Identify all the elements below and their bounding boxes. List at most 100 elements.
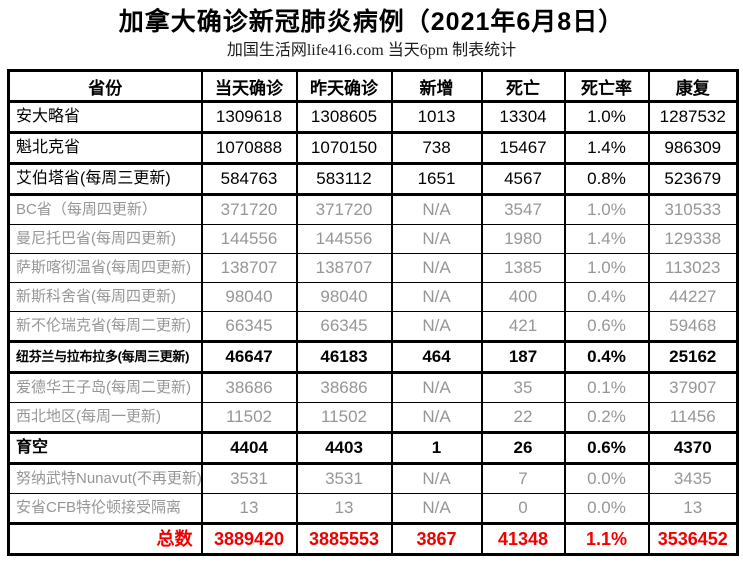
recovered-cell: 4370 (647, 432, 739, 465)
province-cell: 西北地区(每周一更新) (7, 402, 203, 434)
table-header-row: 省份 当天确诊 昨天确诊 新增 死亡 死亡率 康复 (7, 70, 739, 103)
yesterday-cell: 46183 (295, 341, 393, 374)
deaths-cell: 26 (480, 432, 566, 465)
total-recovered-cell: 3536452 (647, 523, 739, 555)
province-cell: 纽芬兰与拉布拉多(每周三更新) (7, 341, 203, 374)
recovered-cell: 113023 (647, 253, 739, 283)
table-row: 安省CFB特伦顿接受隔离 13 13 N/A 0 0.0% 13 (7, 493, 739, 525)
yesterday-cell: 371720 (295, 194, 393, 225)
today-cell: 98040 (200, 282, 298, 312)
today-cell: 1309618 (200, 101, 298, 134)
table-row: 新斯科舍省(每周四更新) 98040 98040 N/A 400 0.4% 44… (7, 282, 739, 312)
new-cases-cell: 738 (390, 132, 483, 165)
deaths-cell: 4567 (480, 163, 566, 196)
new-cases-cell: N/A (390, 372, 483, 403)
recovered-cell: 310533 (647, 194, 739, 225)
death-rate-cell: 0.1% (563, 372, 650, 403)
column-header-today: 当天确诊 (200, 70, 298, 103)
deaths-cell: 13304 (480, 101, 566, 134)
province-cell: 新不伦瑞克省(每周二更新) (7, 311, 203, 343)
deaths-cell: 7 (480, 463, 566, 494)
today-cell: 38686 (200, 372, 298, 403)
table-row: 育空 4404 4403 1 26 0.6% 4370 (7, 432, 739, 465)
page-title: 加拿大确诊新冠肺炎病例（2021年6月8日） (118, 8, 625, 36)
total-label: 总数 (7, 523, 203, 555)
table-row: 艾伯塔省(每周三更新) 584763 583112 1651 4567 0.8%… (7, 163, 739, 196)
table-row: 努纳武特Nunavut(不再更新) 3531 3531 N/A 7 0.0% 3… (7, 463, 739, 494)
new-cases-cell: 1651 (390, 163, 483, 196)
table-row: 萨斯喀彻温省(每周四更新) 138707 138707 N/A 1385 1.0… (7, 253, 739, 283)
recovered-cell: 1287532 (647, 101, 739, 134)
yesterday-cell: 13 (295, 493, 393, 525)
yesterday-cell: 1308605 (295, 101, 393, 134)
total-yesterday-cell: 3885553 (295, 523, 393, 555)
column-header-new: 新增 (390, 70, 483, 103)
death-rate-cell: 0.4% (563, 341, 650, 374)
today-cell: 13 (200, 493, 298, 525)
province-cell: 育空 (7, 432, 203, 465)
province-cell: 萨斯喀彻温省(每周四更新) (7, 253, 203, 283)
deaths-cell: 22 (480, 402, 566, 434)
new-cases-cell: N/A (390, 493, 483, 525)
covid-stats-table: 省份 当天确诊 昨天确诊 新增 死亡 死亡率 康复 安大略省 1309618 1… (7, 69, 739, 556)
today-cell: 46647 (200, 341, 298, 374)
province-cell: 新斯科舍省(每周四更新) (7, 282, 203, 312)
yesterday-cell: 583112 (295, 163, 393, 196)
total-death-rate-cell: 1.1% (563, 523, 650, 555)
yesterday-cell: 66345 (295, 311, 393, 343)
province-cell: 安大略省 (7, 101, 203, 134)
yesterday-cell: 98040 (295, 282, 393, 312)
yesterday-cell: 4403 (295, 432, 393, 465)
table-row: BC省（每周四更新） 371720 371720 N/A 3547 1.0% 3… (7, 194, 739, 225)
deaths-cell: 400 (480, 282, 566, 312)
column-header-death-rate: 死亡率 (563, 70, 650, 103)
yesterday-cell: 1070150 (295, 132, 393, 165)
recovered-cell: 13 (647, 493, 739, 525)
column-header-yesterday: 昨天确诊 (295, 70, 393, 103)
province-cell: BC省（每周四更新） (7, 194, 203, 225)
death-rate-cell: 0.0% (563, 493, 650, 525)
recovered-cell: 129338 (647, 224, 739, 254)
total-new-cases-cell: 3867 (390, 523, 483, 555)
death-rate-cell: 1.4% (563, 132, 650, 165)
death-rate-cell: 1.4% (563, 224, 650, 254)
table-row: 纽芬兰与拉布拉多(每周三更新) 46647 46183 464 187 0.4%… (7, 341, 739, 374)
page: 加拿大确诊新冠肺炎病例（2021年6月8日） 加国生活网life416.com … (7, 8, 739, 556)
yesterday-cell: 144556 (295, 224, 393, 254)
new-cases-cell: N/A (390, 194, 483, 225)
yesterday-cell: 11502 (295, 402, 393, 434)
deaths-cell: 187 (480, 341, 566, 374)
deaths-cell: 1980 (480, 224, 566, 254)
new-cases-cell: 1013 (390, 101, 483, 134)
province-cell: 爱德华王子岛(每周二更新) (7, 372, 203, 403)
new-cases-cell: N/A (390, 282, 483, 312)
new-cases-cell: N/A (390, 253, 483, 283)
deaths-cell: 35 (480, 372, 566, 403)
today-cell: 371720 (200, 194, 298, 225)
table-row: 西北地区(每周一更新) 11502 11502 N/A 22 0.2% 1145… (7, 402, 739, 434)
table-row: 新不伦瑞克省(每周二更新) 66345 66345 N/A 421 0.6% 5… (7, 311, 739, 343)
new-cases-cell: N/A (390, 224, 483, 254)
province-cell: 魁北克省 (7, 132, 203, 165)
column-header-province: 省份 (7, 70, 203, 103)
province-cell: 艾伯塔省(每周三更新) (7, 163, 203, 196)
province-cell: 安省CFB特伦顿接受隔离 (7, 493, 203, 525)
recovered-cell: 986309 (647, 132, 739, 165)
total-today-cell: 3889420 (200, 523, 298, 555)
new-cases-cell: 1 (390, 432, 483, 465)
deaths-cell: 421 (480, 311, 566, 343)
death-rate-cell: 1.0% (563, 194, 650, 225)
death-rate-cell: 0.6% (563, 432, 650, 465)
total-deaths-cell: 41348 (480, 523, 566, 555)
page-subtitle: 加国生活网life416.com 当天6pm 制表统计 (226, 42, 517, 59)
recovered-cell: 37907 (647, 372, 739, 403)
today-cell: 1070888 (200, 132, 298, 165)
death-rate-cell: 0.4% (563, 282, 650, 312)
recovered-cell: 59468 (647, 311, 739, 343)
column-header-recovered: 康复 (647, 70, 739, 103)
new-cases-cell: N/A (390, 402, 483, 434)
death-rate-cell: 0.6% (563, 311, 650, 343)
recovered-cell: 3435 (647, 463, 739, 494)
recovered-cell: 25162 (647, 341, 739, 374)
recovered-cell: 44227 (647, 282, 739, 312)
